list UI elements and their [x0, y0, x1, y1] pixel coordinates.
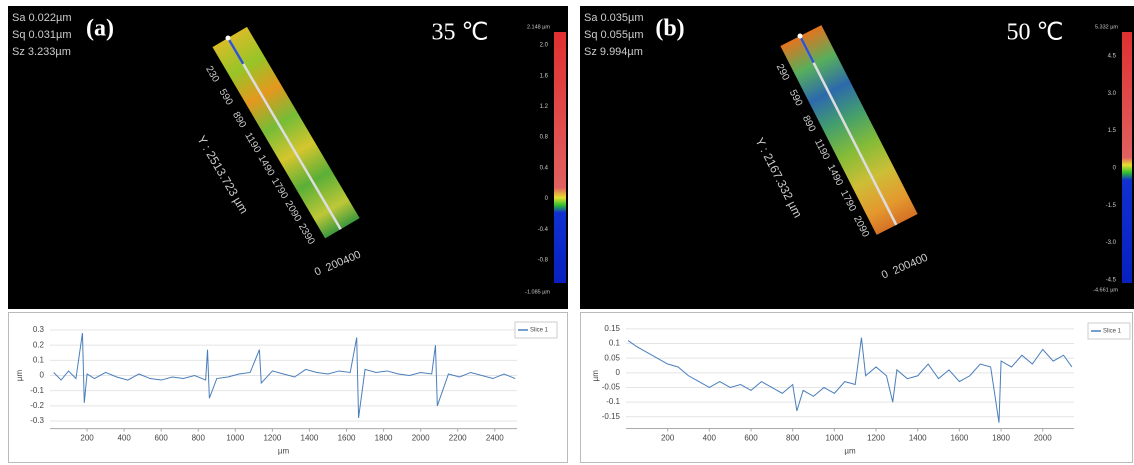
x-tick-label: 200: [661, 434, 675, 443]
colorbar-tick-label: -1.5: [1106, 203, 1117, 209]
colorbar-max: 5.332 µm: [1095, 24, 1118, 30]
x-tick-label: 200: [80, 434, 94, 443]
colorbar-tick-label: 0: [1113, 166, 1117, 172]
colorbar-min: -1.085 µm: [525, 289, 550, 295]
x-tick-label: 1000: [226, 434, 244, 443]
x-tick-label: 400: [117, 434, 131, 443]
colorbar-tick-label: 1.6: [540, 73, 549, 79]
y-tick-label: 0.15: [604, 324, 620, 333]
across-tick-label: 0: [880, 268, 891, 281]
x-tick-label: 1400: [301, 434, 319, 443]
x-axis-title: µm: [278, 447, 290, 456]
x-tick-label: 1400: [909, 434, 927, 443]
y-tick-label: -0.15: [602, 412, 621, 421]
y-tick-label: 0.3: [33, 325, 45, 334]
colorbar-tick-label: -4.5: [1106, 278, 1117, 284]
x-axis-title: µm: [844, 447, 856, 456]
x-tick-label: 800: [786, 434, 800, 443]
y-axis-title: µm: [591, 370, 600, 382]
x-tick-label: 1200: [867, 434, 885, 443]
colorbar-min: -4.661 µm: [1093, 287, 1118, 293]
y-tick-label: 0: [616, 368, 621, 377]
colorbar-tick-label: -0.4: [538, 227, 549, 233]
surface-a: [212, 26, 360, 239]
x-tick-label: 1800: [992, 434, 1010, 443]
x-tick-label: 1000: [825, 434, 843, 443]
panel-label: (b): [655, 16, 684, 42]
colorbar-tick-label: -3.0: [1106, 240, 1117, 246]
y-axis-title: µm: [15, 370, 24, 382]
profile-line: [53, 332, 516, 419]
y-tick-label: 0: [40, 371, 45, 380]
roughness-stat: Sq 0.055µm: [584, 29, 644, 41]
y-tick-label: 0.05: [604, 353, 620, 362]
y-tick-label: 0.2: [33, 340, 45, 349]
x-tick-label: 800: [192, 434, 206, 443]
y-tick-label: -0.1: [30, 386, 44, 395]
x-tick-label: 1600: [950, 434, 968, 443]
roughness-stat: Sa 0.022µm: [12, 12, 72, 24]
across-tick-label: 0: [313, 265, 324, 278]
chart-frame-a: [8, 312, 568, 463]
x-tick-label: 2200: [449, 434, 467, 443]
colorbar-tick-label: 1.2: [540, 104, 549, 110]
colorbar-tick-label: 0.8: [540, 135, 549, 141]
colorbar-tick-label: 4.5: [1108, 54, 1117, 60]
colorbar-max: 2.148 µm: [527, 24, 550, 30]
colorbar-a: [554, 32, 566, 283]
colorbar-tick-label: 2.0: [540, 43, 549, 49]
x-tick-label: 2000: [412, 434, 430, 443]
x-tick-label: 1800: [375, 434, 393, 443]
y-tick-label: -0.3: [30, 416, 44, 425]
colorbar-tick-label: -0.8: [538, 258, 549, 264]
temperature: 35 ℃: [432, 20, 489, 46]
surface-b: [780, 25, 918, 235]
x-tick-label: 400: [703, 434, 717, 443]
y-tick-label: -0.05: [602, 383, 621, 392]
x-tick-label: 600: [155, 434, 169, 443]
roughness-stat: Sa 0.035µm: [584, 12, 644, 24]
colorbar-tick-label: 0.4: [540, 165, 549, 171]
colorbar-tick-label: 0: [545, 196, 549, 202]
x-tick-label: 600: [744, 434, 758, 443]
x-tick-label: 2400: [486, 434, 504, 443]
legend-box: [514, 321, 558, 339]
y-tick-label: -0.2: [30, 401, 44, 410]
colorbar-tick-label: 1.5: [1108, 128, 1117, 134]
legend-box: [1087, 322, 1131, 340]
y-tick-label: 0.1: [33, 355, 45, 364]
x-tick-label: 1600: [338, 434, 356, 443]
legend-label: Slice 1: [530, 328, 549, 334]
roughness-stat: Sz 9.994µm: [584, 46, 643, 58]
colorbar-b: [1122, 32, 1132, 283]
x-tick-label: 1200: [263, 434, 281, 443]
y-tick-label: -0.1: [606, 397, 620, 406]
panel-label: (a): [86, 16, 114, 42]
colorbar-tick-label: 3.0: [1108, 91, 1117, 97]
roughness-stat: Sz 3.233µm: [12, 46, 71, 58]
y-tick-label: 0.1: [609, 339, 621, 348]
roughness-stat: Sq 0.031µm: [12, 29, 72, 41]
legend-label: Slice 1: [1103, 329, 1122, 335]
x-tick-label: 2000: [1034, 434, 1052, 443]
temperature: 50 ℃: [1007, 20, 1064, 46]
profile-line: [627, 337, 1073, 423]
